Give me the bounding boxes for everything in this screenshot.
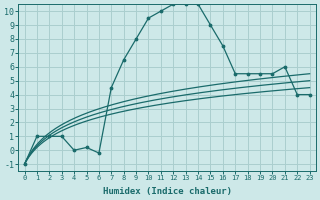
X-axis label: Humidex (Indice chaleur): Humidex (Indice chaleur) [103,187,232,196]
